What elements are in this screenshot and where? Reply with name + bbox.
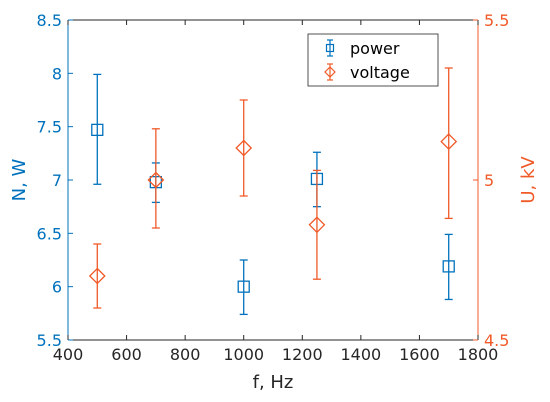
- right-y-axis-label: U, kV: [518, 156, 539, 204]
- series-voltage: [88, 67, 458, 309]
- x-tick-label: 600: [111, 345, 142, 364]
- plot-area: [88, 67, 458, 316]
- power-point: [237, 280, 250, 293]
- left-y-tick-label: 6: [52, 278, 62, 297]
- left-y-tick-label: 7: [52, 171, 62, 190]
- voltage-point: [308, 216, 326, 234]
- x-tick-label: 1400: [340, 345, 381, 364]
- x-tick-label: 800: [170, 345, 201, 364]
- right-y-tick-label: 4.5: [484, 331, 509, 350]
- voltage-point: [147, 171, 165, 189]
- power-point: [442, 260, 455, 273]
- x-tick-label: 1000: [223, 345, 264, 364]
- voltage-point: [88, 267, 106, 285]
- series-power: [91, 73, 455, 316]
- legend-label-voltage: voltage: [350, 63, 410, 82]
- x-tick-label: 400: [53, 345, 84, 364]
- legend-marker-power: [325, 43, 335, 53]
- x-tick-label: 1200: [282, 345, 323, 364]
- x-tick-label: 1600: [399, 345, 440, 364]
- left-y-axis-label: N, W: [9, 158, 30, 201]
- left-y-tick-label: 8: [52, 64, 62, 83]
- x-tick-label: 1800: [458, 345, 499, 364]
- right-y-tick-label: 5: [484, 171, 494, 190]
- legend-label-power: power: [350, 39, 400, 58]
- voltage-point: [235, 139, 253, 157]
- x-axis-label: f, Hz: [253, 372, 294, 393]
- left-y-tick-label: 5.5: [37, 331, 62, 350]
- legend: power voltage: [307, 33, 439, 87]
- axes: 400 600 800 1000 1200 1400 1600 1800 5.5 6 6.5 7 7.5…: [9, 11, 539, 393]
- left-y-tick-label: 7.5: [37, 118, 62, 137]
- voltage-point: [440, 133, 458, 151]
- left-y-tick-label: 8.5: [37, 11, 62, 30]
- right-y-tick-label: 5.5: [484, 11, 509, 30]
- power-point: [91, 123, 104, 137]
- legend-marker-voltage: [324, 66, 336, 78]
- left-y-tick-label: 6.5: [37, 224, 62, 243]
